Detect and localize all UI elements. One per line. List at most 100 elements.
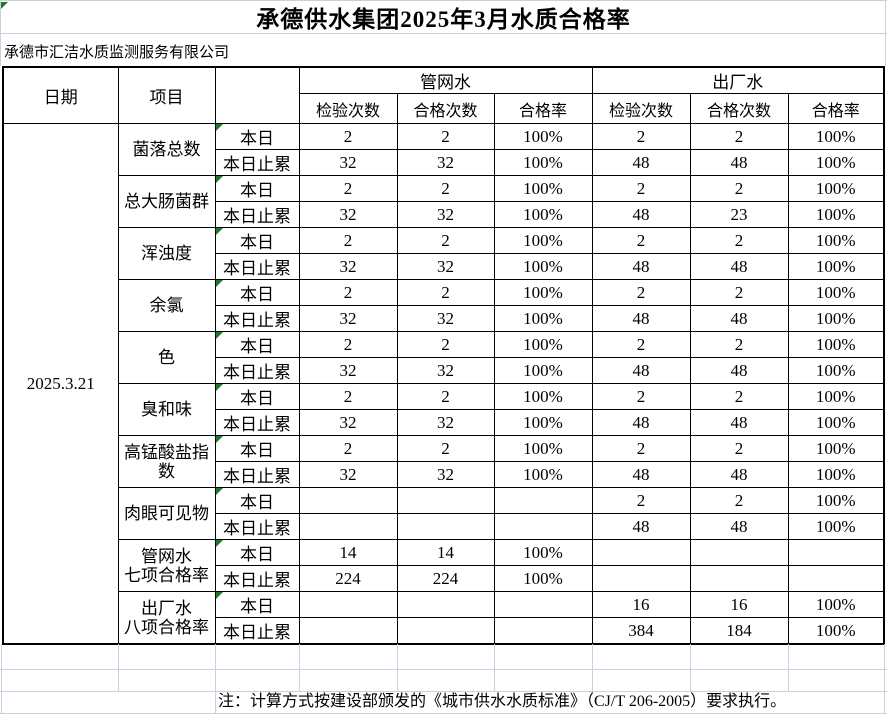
row-scope-cell[interactable]: 本日 xyxy=(214,279,300,306)
value-cell[interactable]: 2 xyxy=(298,383,398,410)
value-cell[interactable] xyxy=(493,487,593,514)
value-cell[interactable]: 384 xyxy=(591,617,691,645)
row-scope-cell[interactable]: 本日止累 xyxy=(214,617,300,645)
value-cell[interactable]: 2 xyxy=(298,227,398,254)
value-cell[interactable] xyxy=(689,539,789,566)
value-cell[interactable]: 48 xyxy=(591,409,691,436)
value-cell[interactable]: 32 xyxy=(396,305,495,332)
item-name-cell[interactable]: 菌落总数 xyxy=(117,123,216,176)
value-cell[interactable]: 100% xyxy=(787,201,885,228)
value-cell[interactable]: 2 xyxy=(689,331,789,358)
value-cell[interactable]: 100% xyxy=(787,175,885,202)
value-cell[interactable]: 100% xyxy=(493,201,593,228)
value-cell[interactable]: 14 xyxy=(396,539,495,566)
value-cell[interactable]: 2 xyxy=(298,123,398,150)
value-cell[interactable] xyxy=(493,591,593,618)
value-cell[interactable]: 100% xyxy=(787,487,885,514)
value-cell[interactable]: 224 xyxy=(298,565,398,592)
value-cell[interactable]: 2 xyxy=(591,123,691,150)
value-cell[interactable]: 2 xyxy=(298,435,398,462)
item-name-cell[interactable]: 高锰酸盐指 数 xyxy=(117,435,216,488)
row-scope-cell[interactable]: 本日 xyxy=(214,435,300,462)
header-pass-rate-1[interactable]: 合格率 xyxy=(493,93,593,124)
value-cell[interactable]: 48 xyxy=(591,461,691,488)
value-cell[interactable]: 48 xyxy=(689,513,789,540)
value-cell[interactable]: 2 xyxy=(298,331,398,358)
value-cell[interactable]: 100% xyxy=(493,123,593,150)
row-scope-cell[interactable]: 本日 xyxy=(214,383,300,410)
value-cell[interactable]: 2 xyxy=(396,279,495,306)
value-cell[interactable]: 32 xyxy=(298,201,398,228)
row-scope-cell[interactable]: 本日止累 xyxy=(214,305,300,332)
date-cell[interactable]: 2025.3.21 xyxy=(2,123,119,645)
value-cell[interactable]: 100% xyxy=(493,175,593,202)
value-cell[interactable] xyxy=(298,487,398,514)
value-cell[interactable]: 100% xyxy=(787,461,885,488)
value-cell[interactable] xyxy=(396,591,495,618)
row-scope-cell[interactable]: 本日止累 xyxy=(214,461,300,488)
header-item[interactable]: 项目 xyxy=(117,66,216,124)
value-cell[interactable]: 2 xyxy=(396,227,495,254)
header-passes-1[interactable]: 合格次数 xyxy=(396,93,495,124)
value-cell[interactable] xyxy=(787,539,885,566)
value-cell[interactable]: 2 xyxy=(396,331,495,358)
value-cell[interactable]: 100% xyxy=(787,279,885,306)
company-name-cell[interactable]: 承德市汇洁水质监测服务有限公司 xyxy=(4,42,229,64)
value-cell[interactable]: 100% xyxy=(787,513,885,540)
item-name-cell[interactable]: 出厂水 八项合格率 xyxy=(117,591,216,645)
value-cell[interactable]: 32 xyxy=(396,357,495,384)
value-cell[interactable]: 2 xyxy=(689,435,789,462)
row-scope-cell[interactable]: 本日止累 xyxy=(214,565,300,592)
header-inspections-1[interactable]: 检验次数 xyxy=(298,93,398,124)
value-cell[interactable]: 2 xyxy=(298,175,398,202)
value-cell[interactable] xyxy=(591,565,691,592)
value-cell[interactable]: 2 xyxy=(591,487,691,514)
item-name-cell[interactable]: 肉眼可见物 xyxy=(117,487,216,540)
value-cell[interactable]: 100% xyxy=(787,253,885,280)
row-scope-cell[interactable]: 本日 xyxy=(214,591,300,618)
value-cell[interactable]: 32 xyxy=(298,253,398,280)
value-cell[interactable]: 48 xyxy=(689,409,789,436)
footnote-cell[interactable]: 注：计算方式按建设部颁发的《城市供水水质标准》（CJ/T 206-2005）要求… xyxy=(218,691,786,713)
value-cell[interactable]: 16 xyxy=(689,591,789,618)
value-cell[interactable]: 32 xyxy=(396,201,495,228)
value-cell[interactable]: 2 xyxy=(396,383,495,410)
value-cell[interactable]: 32 xyxy=(396,149,495,176)
value-cell[interactable]: 100% xyxy=(787,591,885,618)
item-name-cell[interactable]: 色 xyxy=(117,331,216,384)
header-date[interactable]: 日期 xyxy=(2,66,119,124)
value-cell[interactable]: 100% xyxy=(493,357,593,384)
item-name-cell[interactable]: 总大肠菌群 xyxy=(117,175,216,228)
row-scope-cell[interactable]: 本日 xyxy=(214,539,300,566)
row-scope-cell[interactable]: 本日 xyxy=(214,123,300,150)
header-pass-rate-2[interactable]: 合格率 xyxy=(787,93,885,124)
value-cell[interactable]: 2 xyxy=(298,279,398,306)
value-cell[interactable]: 100% xyxy=(493,279,593,306)
value-cell[interactable]: 100% xyxy=(787,305,885,332)
value-cell[interactable]: 48 xyxy=(689,253,789,280)
value-cell[interactable]: 100% xyxy=(493,539,593,566)
value-cell[interactable]: 100% xyxy=(787,123,885,150)
value-cell[interactable]: 32 xyxy=(298,409,398,436)
value-cell[interactable]: 48 xyxy=(591,149,691,176)
row-scope-cell[interactable]: 本日 xyxy=(214,487,300,514)
value-cell[interactable]: 184 xyxy=(689,617,789,645)
value-cell[interactable]: 2 xyxy=(689,279,789,306)
value-cell[interactable]: 32 xyxy=(298,461,398,488)
value-cell[interactable]: 23 xyxy=(689,201,789,228)
item-name-cell[interactable]: 管网水 七项合格率 xyxy=(117,539,216,592)
row-scope-cell[interactable]: 本日止累 xyxy=(214,149,300,176)
value-cell[interactable]: 224 xyxy=(396,565,495,592)
value-cell[interactable]: 2 xyxy=(689,123,789,150)
value-cell[interactable]: 100% xyxy=(493,565,593,592)
value-cell[interactable]: 100% xyxy=(787,149,885,176)
header-passes-2[interactable]: 合格次数 xyxy=(689,93,789,124)
header-group-pipe-network[interactable]: 管网水 xyxy=(298,66,593,94)
value-cell[interactable]: 48 xyxy=(689,305,789,332)
value-cell[interactable]: 100% xyxy=(787,331,885,358)
value-cell[interactable]: 48 xyxy=(591,357,691,384)
value-cell[interactable] xyxy=(591,539,691,566)
row-scope-cell[interactable]: 本日止累 xyxy=(214,409,300,436)
value-cell[interactable]: 32 xyxy=(298,305,398,332)
value-cell[interactable]: 100% xyxy=(493,409,593,436)
